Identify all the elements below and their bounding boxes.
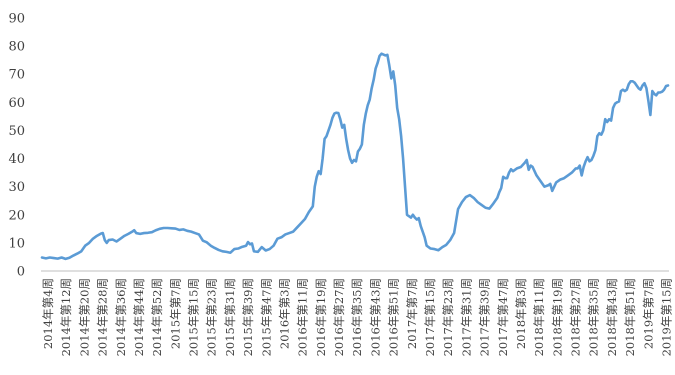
x-axis-tick-labels: 2014年第4周 2014年第12周 2014年第20周 2014年第28周 2014年… <box>41 278 673 356</box>
x-tick-label: 2015年第23周 <box>205 278 219 356</box>
x-tick-label: 2015年第15周 <box>187 278 201 356</box>
x-tick-label: 2014年第4周 <box>41 278 55 349</box>
y-tick-label: 40 <box>8 152 25 167</box>
x-tick-label: 2015年第7周 <box>168 278 182 349</box>
x-tick-label: 2019年第7周 <box>641 278 655 349</box>
series-line <box>40 52 670 261</box>
x-tick-label: 2016年第35周 <box>350 278 364 356</box>
x-tick-label: 2016年第3周 <box>277 278 291 349</box>
y-tick-label: 60 <box>8 96 25 111</box>
x-tick-label: 2014年第20周 <box>77 278 91 356</box>
x-tick-label: 2015年第39周 <box>241 278 255 356</box>
x-tick-label: 2017年第15周 <box>423 278 437 356</box>
y-tick-label: 50 <box>8 124 25 139</box>
x-tick-label: 2017年第31周 <box>459 278 473 356</box>
x-tick-label: 2017年第47周 <box>496 278 510 356</box>
y-tick-label: 10 <box>8 236 25 251</box>
x-tick-label: 2018年第27周 <box>569 278 583 356</box>
y-tick-label: 80 <box>8 40 25 55</box>
y-tick-label: 30 <box>8 180 25 195</box>
y-tick-label: 70 <box>8 68 25 83</box>
x-tick-label: 2018年第51周 <box>623 278 637 356</box>
x-tick-label: 2019年第15周 <box>659 278 673 356</box>
x-tick-label: 2014年第36周 <box>114 278 128 356</box>
x-tick-label: 2016年第19周 <box>314 278 328 356</box>
x-tick-label: 2015年第31周 <box>223 278 237 356</box>
x-tick-label: 2016年第43周 <box>368 278 382 356</box>
y-tick-label: 20 <box>8 208 25 223</box>
x-tick-label: 2018年第11周 <box>532 278 546 356</box>
x-tick-label: 2018年第35周 <box>587 278 601 356</box>
x-tick-label: 2016年第51周 <box>387 278 401 356</box>
series-layer <box>40 52 670 261</box>
x-tick-label: 2017年第7周 <box>405 278 419 349</box>
x-tick-label: 2014年第52周 <box>150 278 164 356</box>
x-tick-label: 2017年第23周 <box>441 278 455 356</box>
x-tick-label: 2014年第12周 <box>59 278 73 356</box>
x-tick-label: 2018年第43周 <box>605 278 619 356</box>
y-tick-label: 0 <box>17 265 25 280</box>
y-axis-tick-labels: 0 10 20 30 40 50 60 70 80 90 <box>8 12 25 280</box>
x-tick-label: 2014年第44周 <box>132 278 146 356</box>
x-tick-label: 2016年第11周 <box>296 278 310 356</box>
x-tick-label: 2018年第19周 <box>550 278 564 356</box>
y-tick-label: 90 <box>8 12 25 27</box>
x-tick-label: 2018年第3周 <box>514 278 528 349</box>
x-tick-label: 2015年第47周 <box>259 278 273 356</box>
x-tick-label: 2014年第28周 <box>96 278 110 356</box>
x-tick-label: 2017年第39周 <box>478 278 492 356</box>
x-tick-label: 2016年第27周 <box>332 278 346 356</box>
